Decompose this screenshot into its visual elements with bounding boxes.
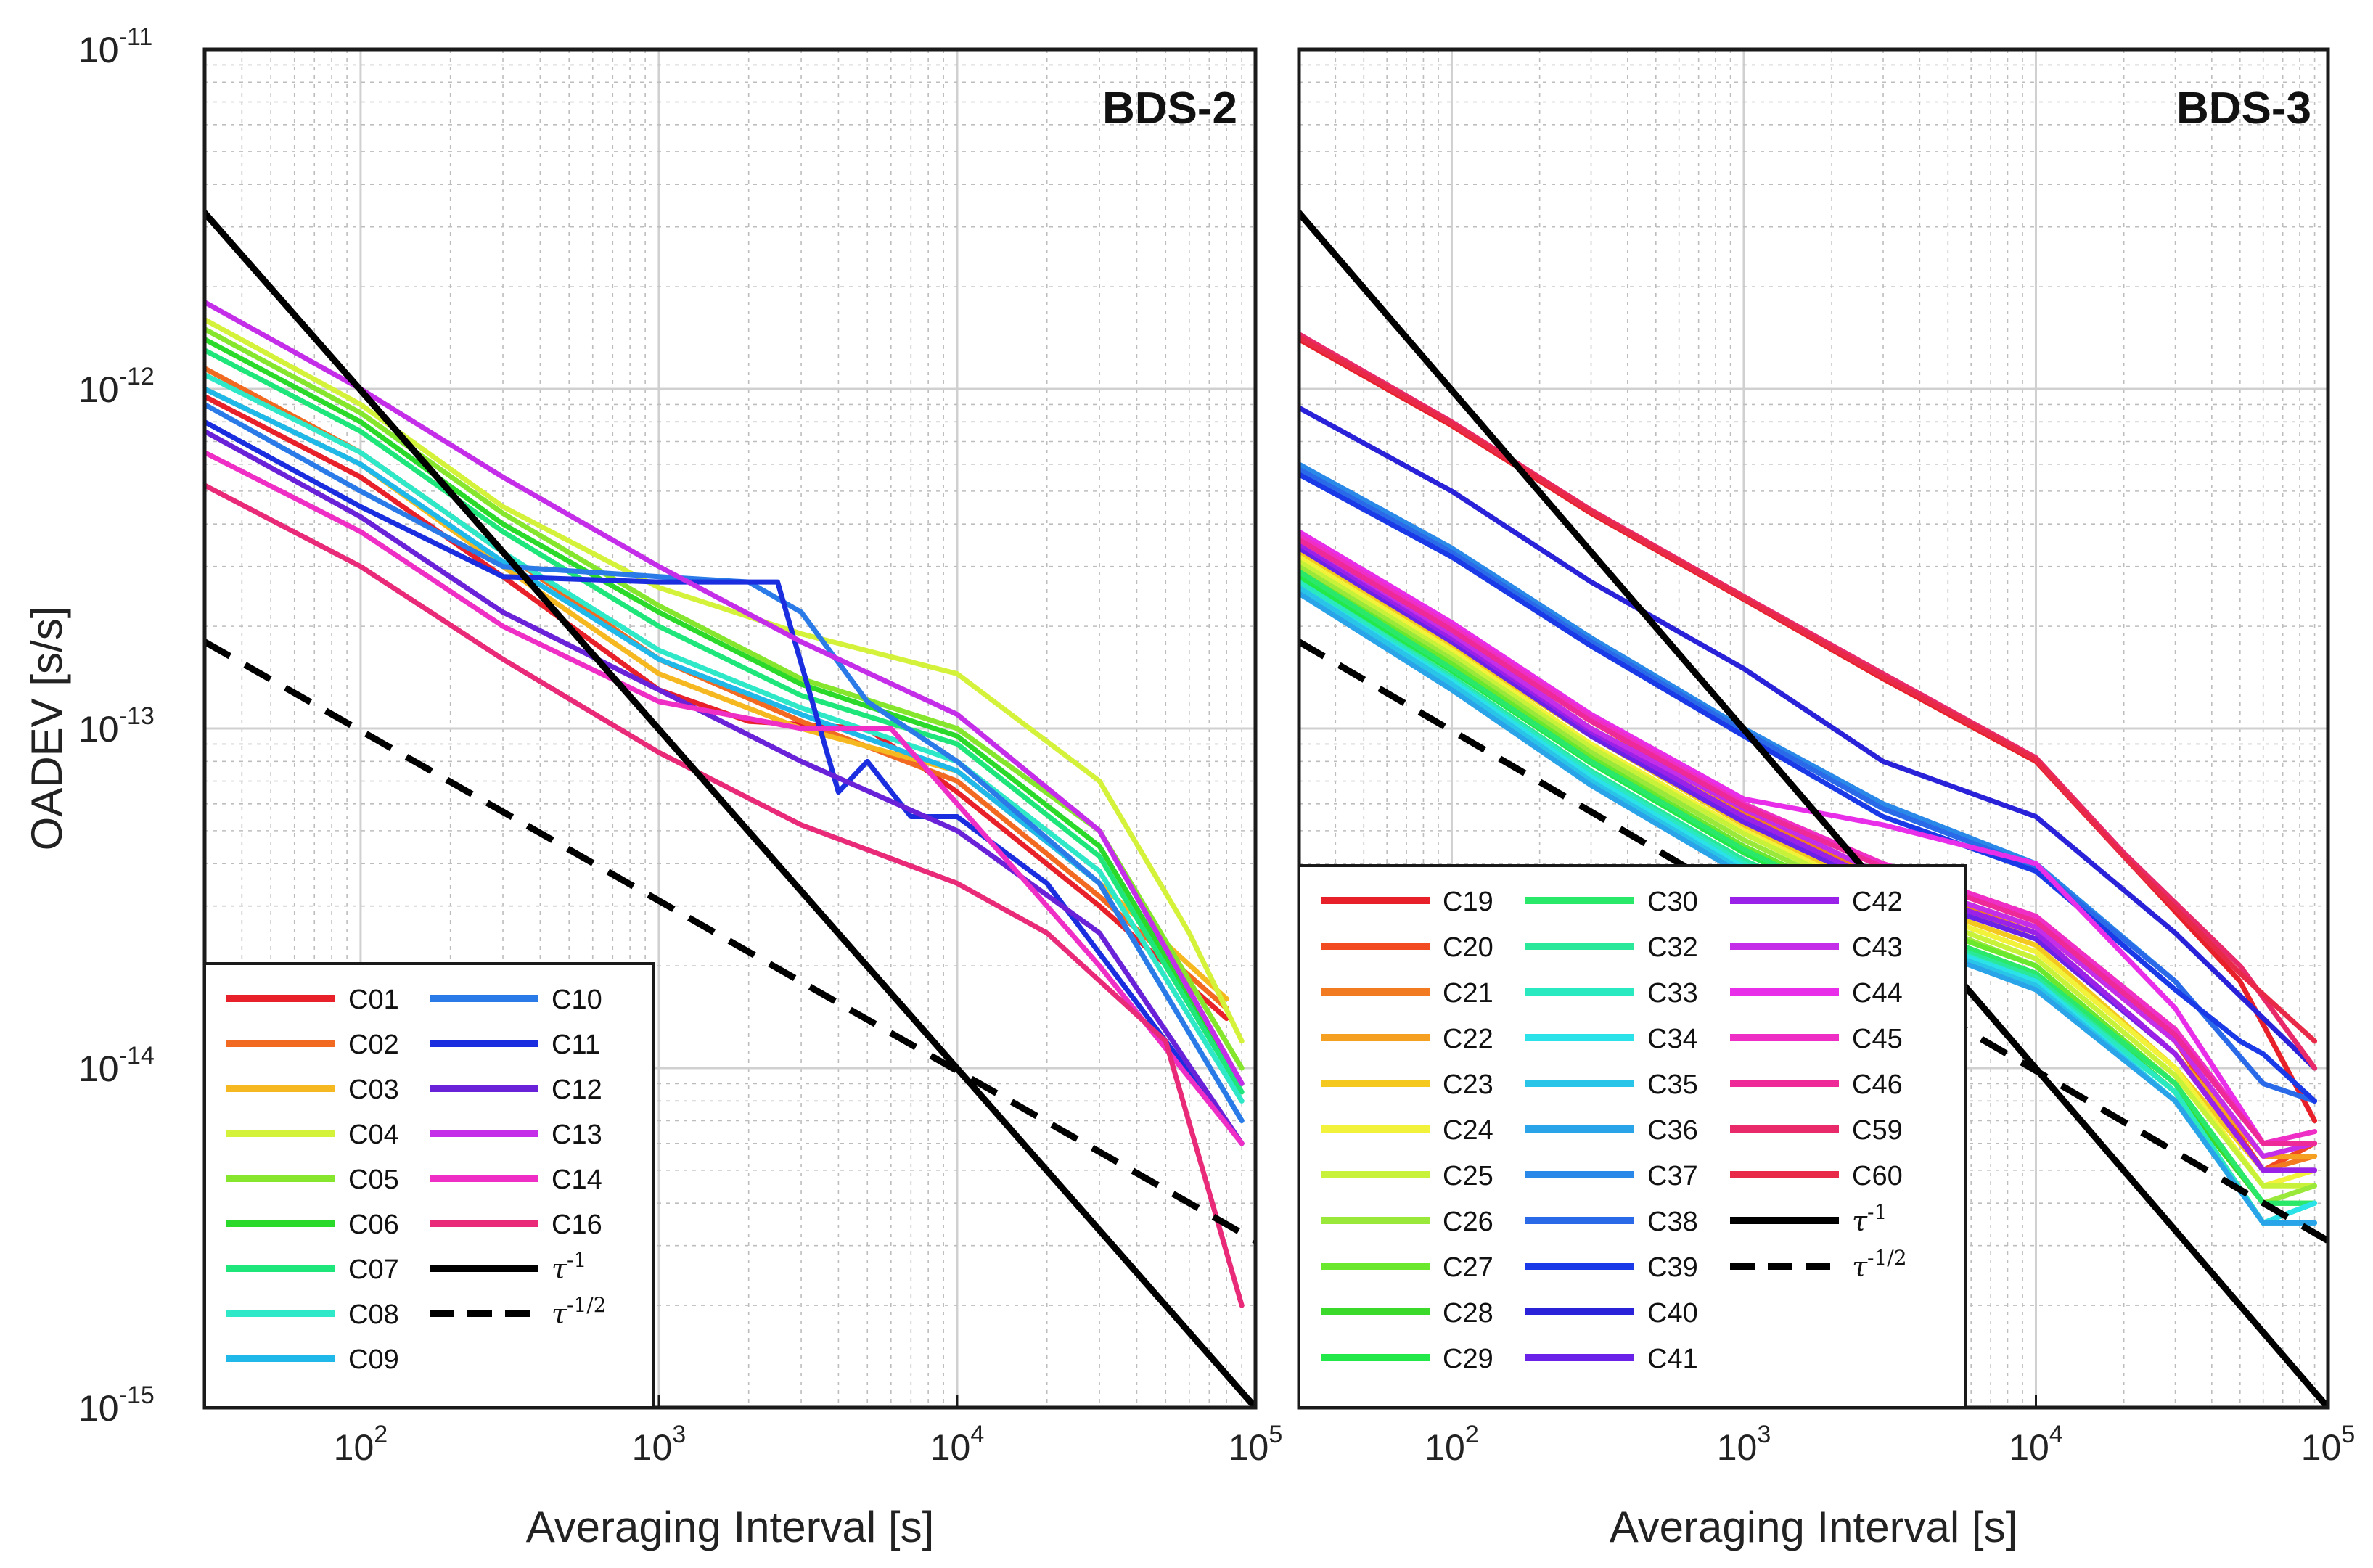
legend-label-c14: C14 <box>552 1165 602 1195</box>
y-tick-label: 10-11 <box>78 23 152 70</box>
panel-bds3: 102 103 104 105 BDS-3 Averaging Interval [s… <box>1297 47 2355 1551</box>
series-line-tau-inverse-sqrt <box>205 639 1255 1244</box>
legend-label-c38: C38 <box>1647 1207 1698 1237</box>
panel-bds2: 102 103 104 105 10-11 10-12 10-13 10-14 10-15 BD… <box>22 23 1282 1551</box>
series-line-c13 <box>205 300 1245 1086</box>
legend-label-tau-inverse-sqrt: τ-1/2 <box>552 1293 607 1330</box>
y-axis-title: OADEV [s/s] <box>22 607 71 851</box>
x-axis-title-bds2: Averaging Interval [s] <box>526 1503 935 1551</box>
legend-label-c30: C30 <box>1647 887 1698 917</box>
series-line-c04 <box>205 317 1245 1044</box>
series-line-c16 <box>205 483 1245 1308</box>
legend-label-c39: C39 <box>1647 1252 1698 1283</box>
legend-label-c45: C45 <box>1852 1024 1903 1054</box>
series-line-c01 <box>205 393 1229 1022</box>
legend-label-c35: C35 <box>1647 1070 1698 1100</box>
legend-label-c20: C20 <box>1443 932 1493 963</box>
legend-bds2: C01 C02 C03 C04 C05 C06 C07 C08 C09 C10 C11 C12 C13 C… <box>203 962 655 1409</box>
legend-label-tau-inverse: τ-1 <box>552 1248 586 1285</box>
legend-label-c59: C59 <box>1852 1115 1903 1146</box>
legend-label-c36: C36 <box>1647 1115 1698 1146</box>
panel-title-bds3: BDS-3 <box>2176 83 2311 134</box>
x-tick-label: 103 <box>632 1421 687 1468</box>
legend-label-c60: C60 <box>1852 1161 1903 1191</box>
series-line-c06 <box>205 337 1245 1086</box>
panel-title-bds2: BDS-2 <box>1102 83 1237 134</box>
legend-label-c06: C06 <box>348 1210 399 1240</box>
legend-label-c09: C09 <box>348 1345 399 1375</box>
series-line-c12 <box>205 429 1245 1146</box>
legend-label-c46: C46 <box>1852 1070 1903 1100</box>
legend-label-c27: C27 <box>1443 1252 1493 1283</box>
legend-label-c28: C28 <box>1443 1298 1493 1329</box>
legend-label-c08: C08 <box>348 1300 399 1330</box>
x-tick-label: 102 <box>334 1421 388 1468</box>
x-tick-label: 104 <box>2009 1421 2063 1468</box>
legend-label-c23: C23 <box>1443 1070 1493 1100</box>
legend-label-c41: C41 <box>1647 1344 1698 1374</box>
legend-label-c33: C33 <box>1647 978 1698 1009</box>
y-tick-label: 10-12 <box>78 363 155 410</box>
x-tick-label: 105 <box>1229 1421 1283 1468</box>
legend-label-tau-inverse: τ-1 <box>1852 1200 1887 1237</box>
legend-label-c13: C13 <box>552 1120 602 1150</box>
x-tick-label: 103 <box>1717 1421 1771 1468</box>
legend-label-c26: C26 <box>1443 1207 1493 1237</box>
series-line-c38 <box>1299 467 2318 1104</box>
legend-label-c02: C02 <box>348 1030 399 1060</box>
legend-label-c03: C03 <box>348 1075 399 1105</box>
y-tick-label: 10-15 <box>78 1382 155 1429</box>
x-axis-title-bds3: Averaging Interval [s] <box>1610 1503 2018 1551</box>
legend-label-c19: C19 <box>1443 887 1493 917</box>
series-line-c14 <box>205 450 1245 1146</box>
legend-box <box>1298 864 1967 1409</box>
series-line-c44 <box>1299 529 2318 1146</box>
legend-label-c43: C43 <box>1852 932 1903 963</box>
series-line-c10 <box>205 401 1245 1123</box>
y-tick-label: 10-13 <box>78 702 155 750</box>
x-tick-label: 104 <box>930 1421 985 1468</box>
series-line-c07 <box>205 348 1245 1095</box>
legend-label-c40: C40 <box>1647 1298 1698 1329</box>
legend-label-c05: C05 <box>348 1165 399 1195</box>
legend-label-c25: C25 <box>1443 1161 1493 1191</box>
legend-label-c04: C04 <box>348 1120 399 1150</box>
x-tick-label: 102 <box>1425 1421 1479 1468</box>
series-group-bds2 <box>205 209 1255 1408</box>
series-line-c40 <box>1299 405 2318 1071</box>
legend-label-c37: C37 <box>1647 1161 1698 1191</box>
legend-label-c42: C42 <box>1852 887 1903 917</box>
ticks-bds3: 102 103 104 105 <box>1425 1395 2355 1468</box>
series-line-tau-inverse-sqrt <box>1299 639 2328 1244</box>
ticks-bds2: 102 103 104 105 10-11 10-12 10-13 10-14 10-15 <box>78 23 1282 1468</box>
y-tick-label: 10-14 <box>78 1042 155 1089</box>
legend-label-c07: C07 <box>348 1255 399 1285</box>
legend-label-c12: C12 <box>552 1075 602 1105</box>
legend-label-c34: C34 <box>1647 1024 1698 1054</box>
legend-bds3: C19 C20 C21 C22 C23 C24 C25 C26 C27 C28 C29 C30 C32 C… <box>1298 864 1967 1409</box>
legend-label-c24: C24 <box>1443 1115 1493 1146</box>
series-line-c08 <box>205 372 1245 1104</box>
legend-label-c32: C32 <box>1647 932 1698 963</box>
legend-label-c22: C22 <box>1443 1024 1493 1054</box>
series-line-c03 <box>205 386 1229 1001</box>
series-line-tau-inverse <box>1299 209 2328 1408</box>
legend-label-c10: C10 <box>552 985 602 1015</box>
series-line-c60 <box>1299 334 2318 1044</box>
legend-box <box>203 962 655 1409</box>
legend-label-c44: C44 <box>1852 978 1903 1009</box>
legend-label-c29: C29 <box>1443 1344 1493 1374</box>
legend-label-tau-inverse-sqrt: τ-1/2 <box>1852 1246 1907 1283</box>
legend-label-c21: C21 <box>1443 978 1493 1009</box>
series-line-tau-inverse <box>205 209 1255 1408</box>
plot-frame-bds2 <box>202 47 1258 1410</box>
x-tick-label: 105 <box>2301 1421 2356 1468</box>
legend-label-c01: C01 <box>348 985 399 1015</box>
legend-label-c16: C16 <box>552 1210 602 1240</box>
legend-label-c11: C11 <box>552 1030 600 1060</box>
